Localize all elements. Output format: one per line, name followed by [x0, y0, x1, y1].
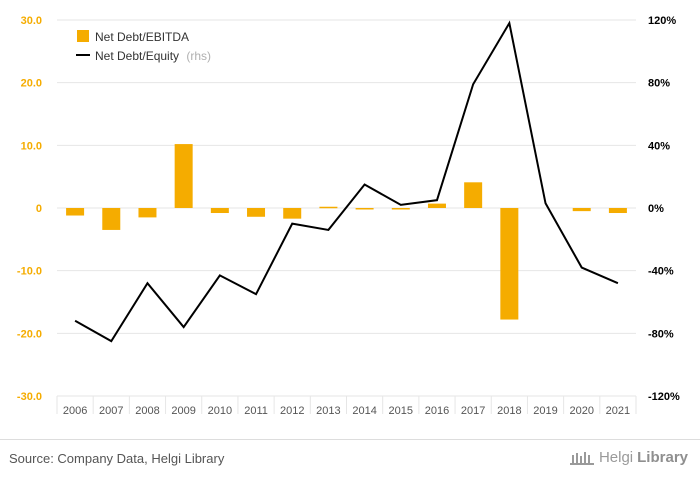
bar-net-debt-ebitda-2009 — [174, 144, 193, 208]
x-tick-label: 2010 — [208, 405, 232, 417]
left-axis-ticks: 30.0 20.0 10.0 0 -10.0 -20.0 -30.0 — [17, 15, 42, 403]
bar-net-debt-ebitda-2007 — [102, 208, 121, 230]
line-net-debt-equity — [74, 20, 619, 343]
bar-net-debt-ebitda-2011 — [247, 208, 266, 217]
x-tick-label: 2009 — [171, 405, 195, 417]
left-tick-label: 30.0 — [21, 15, 42, 27]
x-tick-label: 2012 — [280, 405, 304, 417]
svg-text:Net Debt/Equity (rhs): Net Debt/Equity (rhs) — [95, 49, 211, 63]
bar-net-debt-ebitda-2020 — [572, 208, 591, 212]
x-tick-label: 2008 — [135, 405, 159, 417]
chart: 30.0 20.0 10.0 0 -10.0 -20.0 -30.0 120% 80% 40% 0… — [17, 15, 680, 417]
x-tick-label: 2017 — [461, 405, 485, 417]
library-icon — [569, 451, 594, 465]
right-tick-label: -120% — [648, 391, 680, 403]
bar-net-debt-ebitda-2017 — [464, 182, 483, 208]
left-tick-label: -30.0 — [17, 391, 42, 403]
x-tick-label: 2006 — [63, 405, 87, 417]
bar-net-debt-ebitda-2018 — [500, 208, 519, 320]
left-tick-label: -10.0 — [17, 266, 42, 278]
bar-net-debt-ebitda-2021 — [608, 208, 627, 214]
right-tick-label: 0% — [648, 203, 664, 215]
bar-net-debt-ebitda-2015 — [391, 208, 410, 210]
brand-name-bold: Library — [637, 449, 688, 466]
x-tick-label: 2011 — [244, 405, 268, 417]
footer-divider — [0, 439, 700, 440]
right-tick-label: 120% — [648, 15, 676, 27]
bar-net-debt-ebitda-2013 — [319, 206, 338, 209]
brand-logo: Helgi Library — [569, 449, 688, 466]
x-tick-label: 2019 — [533, 405, 557, 417]
right-tick-label: 40% — [648, 140, 670, 152]
bar-net-debt-ebitda-2014 — [355, 208, 374, 210]
bar-net-debt-ebitda-2010 — [210, 208, 229, 214]
x-tick-label: 2021 — [606, 405, 630, 417]
legend-label-net-debt-equity: Net Debt/Equity — [95, 49, 179, 63]
source-note: Source: Company Data, Helgi Library — [9, 451, 225, 466]
x-axis-ticks: 2006 2007 2008 2009 2010 2011 2012 2013 2014 2015… — [56, 396, 637, 417]
left-tick-label: 0 — [36, 203, 42, 215]
x-tick-label: 2020 — [569, 405, 593, 417]
left-tick-label: 20.0 — [21, 78, 42, 90]
bar-net-debt-ebitda-2006 — [66, 208, 85, 216]
x-tick-label: 2007 — [99, 405, 123, 417]
bar-net-debt-ebitda-2016 — [427, 203, 446, 208]
x-tick-label: 2016 — [425, 405, 449, 417]
right-tick-label: -80% — [648, 328, 674, 340]
legend-label-net-debt-ebitda: Net Debt/EBITDA — [95, 30, 189, 44]
x-tick-label: 2014 — [352, 405, 376, 417]
left-tick-label: -20.0 — [17, 328, 42, 340]
bar-net-debt-ebitda-2008 — [138, 208, 157, 218]
right-tick-label: -40% — [648, 266, 674, 278]
legend-rhs-note: (rhs) — [186, 49, 211, 63]
brand-name-light: Helgi — [598, 449, 634, 466]
right-axis-ticks: 120% 80% 40% 0% -40% -80% -120% — [648, 15, 680, 403]
legend-bar-swatch — [77, 30, 89, 42]
x-tick-label: 2018 — [497, 405, 521, 417]
bar-series — [66, 144, 627, 320]
legend: Net Debt/EBITDA Net Debt/Equity (rhs) — [76, 30, 211, 63]
x-tick-label: 2013 — [316, 405, 340, 417]
bar-net-debt-ebitda-2012 — [283, 208, 302, 219]
x-tick-label: 2015 — [389, 405, 413, 417]
left-tick-label: 10.0 — [21, 140, 42, 152]
right-tick-label: 80% — [648, 78, 670, 90]
line-series — [74, 20, 619, 343]
